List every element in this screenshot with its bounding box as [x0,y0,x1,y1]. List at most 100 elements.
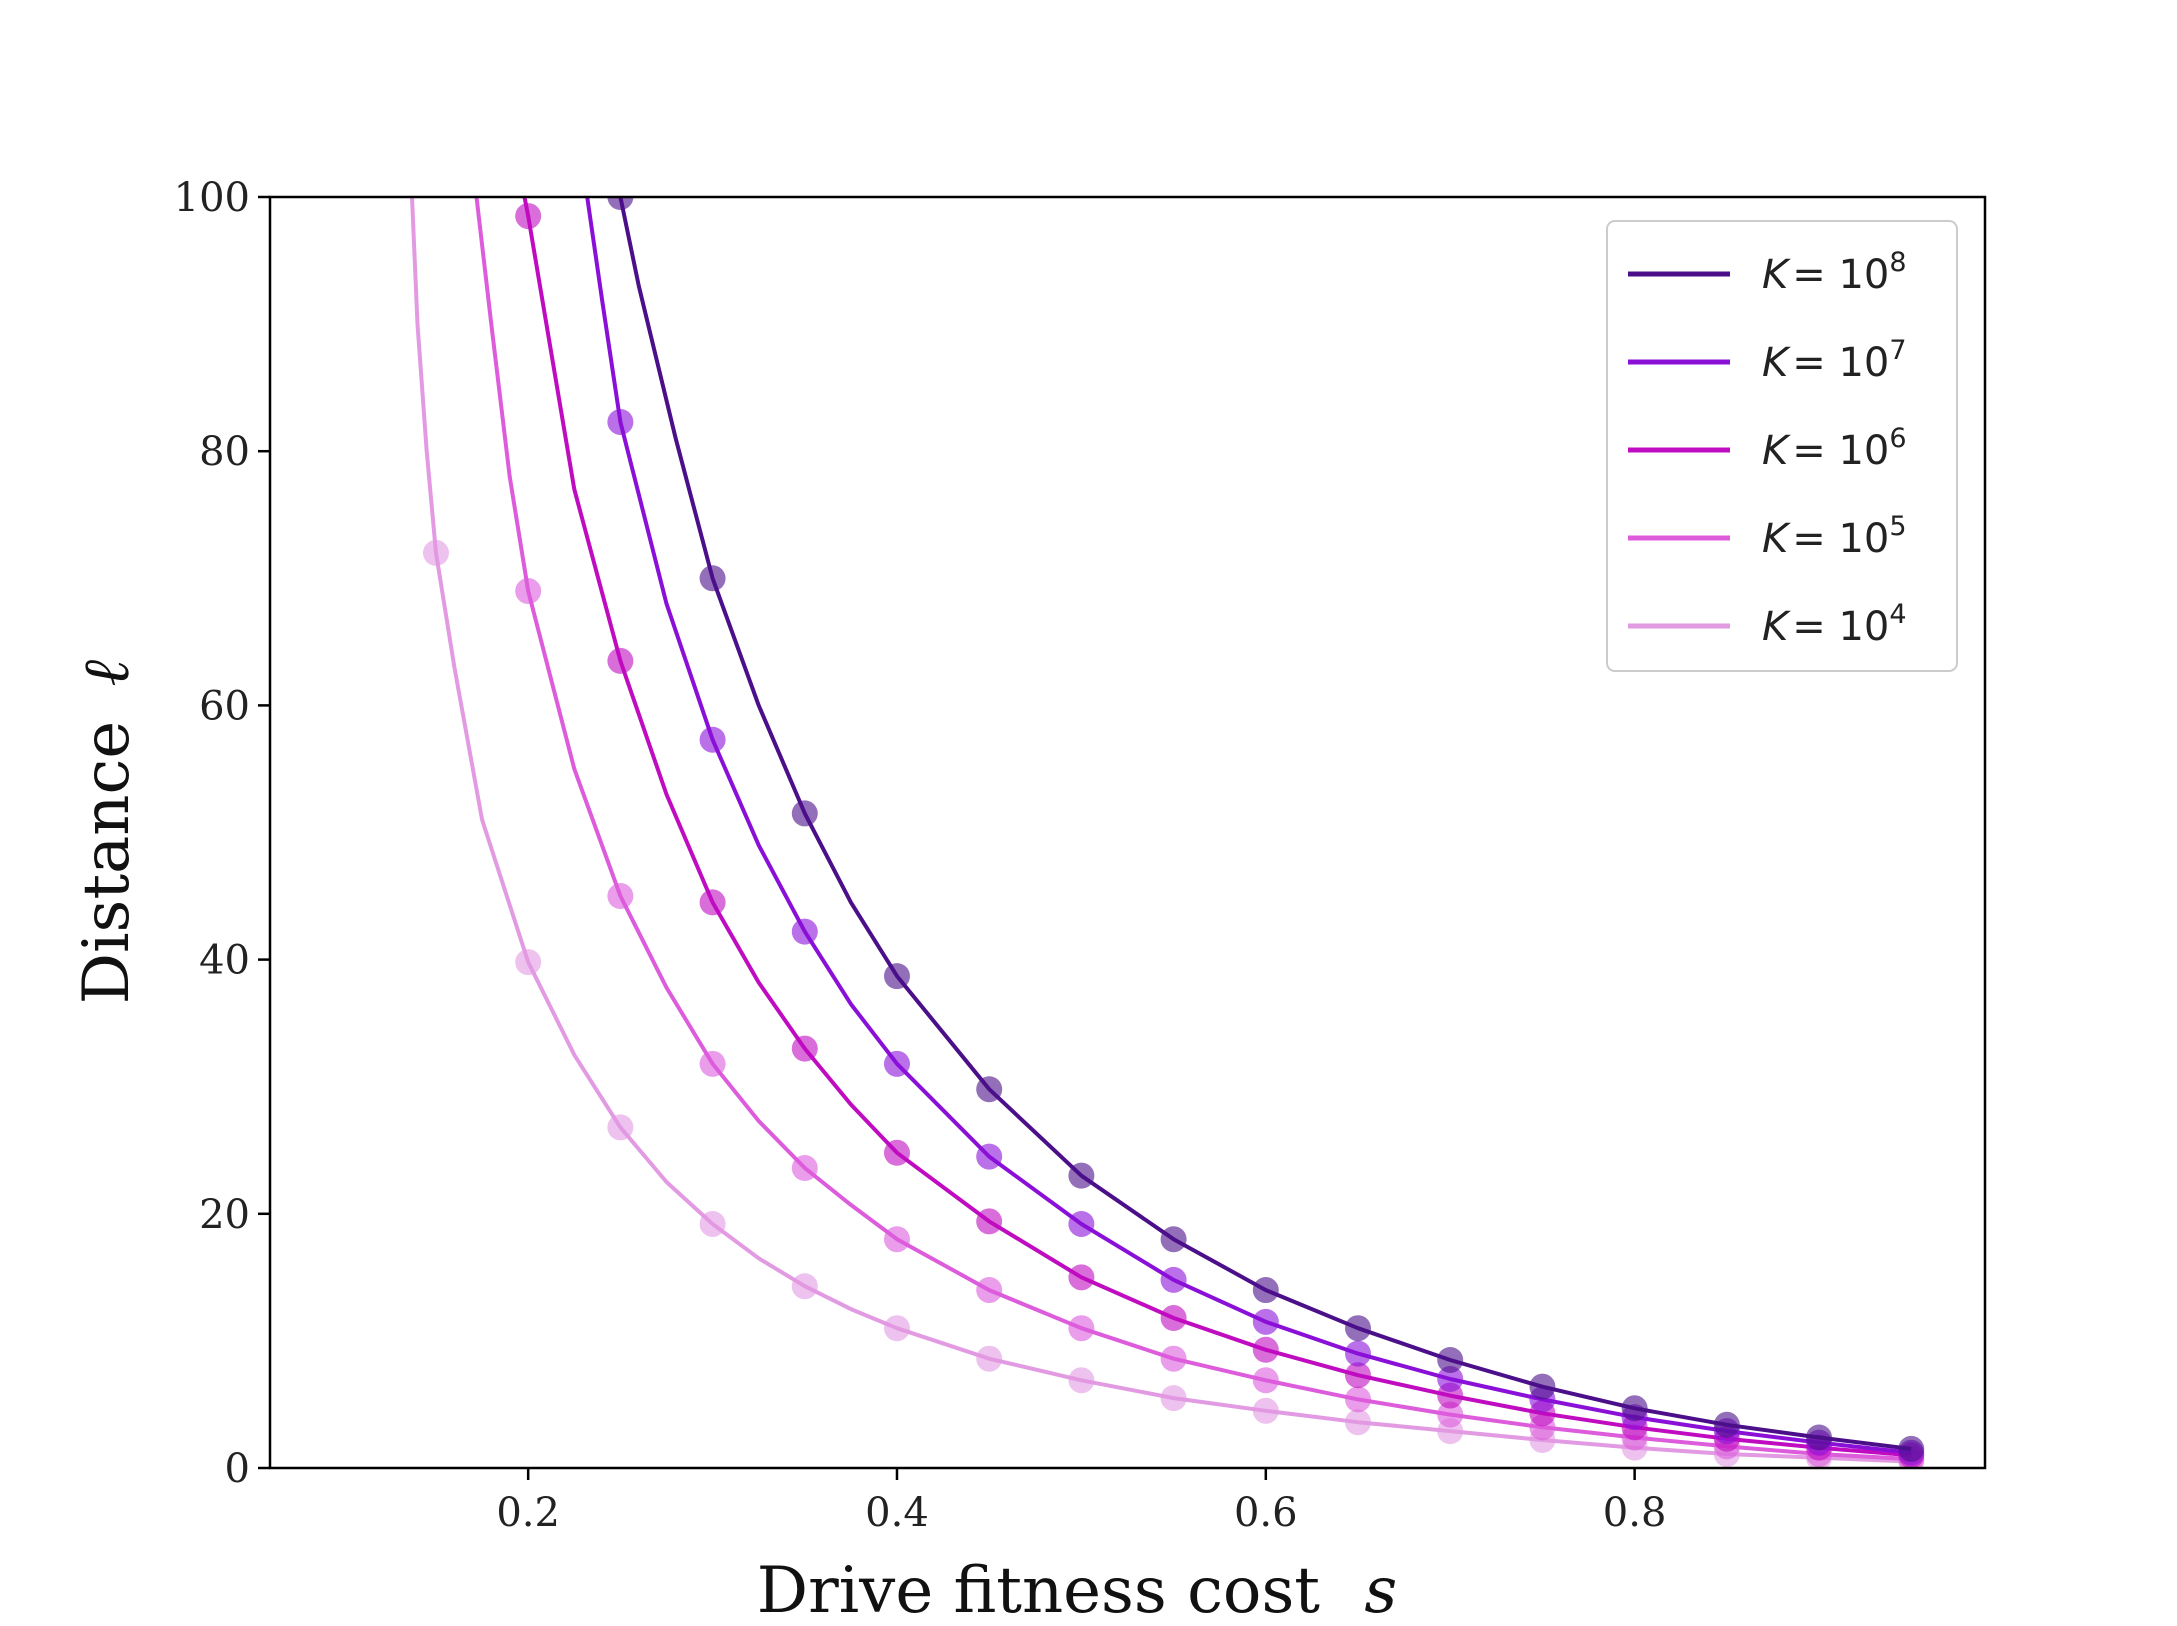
legend-item: K = 108 [1628,247,1907,298]
data-point [1437,1401,1464,1428]
legend-equation: = 10 [1792,516,1889,562]
x-axis-title: Drive fitness cost s [757,1554,1397,1626]
legend-exponent: 8 [1889,247,1906,278]
legend-equation: = 10 [1792,428,1889,474]
data-point [1437,1346,1464,1373]
legend-box [1606,220,1958,672]
series-k-8 [607,197,1925,1462]
y-axis-title: Distance ℓ [70,659,144,1004]
y-tick-label: 80 [199,429,250,475]
data-point [607,197,634,210]
data-point [1068,1264,1095,1291]
data-point [1252,1336,1279,1363]
data-point [976,1076,1003,1103]
data-point [515,949,542,976]
data-point [791,800,818,827]
legend-equation: = 10 [1792,604,1889,650]
data-point [515,203,542,230]
data-point [607,883,634,910]
data-point [699,565,726,592]
data-point [883,963,910,990]
legend-equation: = 10 [1792,340,1889,386]
legend-label: K = 108 [1762,247,1907,298]
data-point [1160,1385,1187,1412]
data-point [883,1139,910,1166]
data-point [883,1050,910,1077]
data-point [976,1277,1003,1304]
data-point [699,1050,726,1077]
data-point [976,1208,1003,1235]
data-point [1160,1345,1187,1372]
data-point [1068,1367,1095,1394]
y-axis-ticks: 0 20 40 60 80 100 [174,175,270,1492]
data-point [1252,1277,1279,1304]
legend-variable: K [1762,340,1791,386]
legend-exponent: 7 [1889,335,1906,366]
data-point [1160,1226,1187,1253]
legend-label: K = 106 [1762,423,1907,474]
data-point [1068,1162,1095,1189]
x-tick-label: 0.2 [496,1490,560,1536]
data-point [1160,1305,1187,1332]
data-point [1437,1366,1464,1393]
data-point [699,1210,726,1237]
data-point [1068,1210,1095,1237]
legend-label: K = 107 [1762,335,1907,386]
data-point [699,889,726,916]
data-point [1713,1411,1740,1438]
data-point [1345,1362,1372,1389]
legend-exponent: 6 [1889,423,1906,454]
y-axis-variable: ℓ [70,659,144,686]
data-point [883,1315,910,1342]
data-point [976,1143,1003,1170]
x-tick-label: 0.8 [1603,1490,1667,1536]
plot-frame [268,195,1987,1470]
data-point [1252,1367,1279,1394]
y-tick-label: 100 [174,175,250,221]
data-point [1068,1315,1095,1342]
data-point [1345,1315,1372,1342]
data-point [699,726,726,753]
data-point [607,647,634,674]
data-point [1898,1435,1925,1462]
data-point [791,1035,818,1062]
legend-exponent: 5 [1889,511,1906,542]
data-point [1621,1395,1648,1422]
legend-equation: = 10 [1792,252,1889,298]
data-point [1160,1266,1187,1293]
legend-variable: K [1762,516,1791,562]
data-point [607,1114,634,1141]
x-tick-label: 0.6 [1234,1490,1298,1536]
legend-exponent: 4 [1889,599,1906,630]
legend-item: K = 105 [1628,511,1907,562]
x-axis-variable: s [1364,1554,1397,1626]
data-point [1345,1386,1372,1413]
data-point [1529,1373,1556,1400]
legend-variable: K [1762,428,1791,474]
y-tick-label: 0 [225,1446,250,1492]
legend-item: K = 107 [1628,335,1907,386]
data-point [1252,1397,1279,1424]
data-point [607,408,634,435]
data-point [791,918,818,945]
legend-item: K = 104 [1628,599,1907,650]
y-tick-label: 20 [199,1192,250,1238]
series-line [410,197,1912,1464]
legend-variable: K [1762,604,1791,650]
data-point [1345,1409,1372,1436]
x-axis-label: Drive fitness cost [757,1554,1321,1626]
series-line [585,197,1912,1455]
legend-label: K = 105 [1762,511,1907,562]
legend-item: K = 106 [1628,423,1907,474]
data-point [976,1345,1003,1372]
data-point [791,1155,818,1182]
data-point [791,1273,818,1300]
data-point [1252,1308,1279,1335]
data-point [883,1226,910,1253]
data-point [1806,1424,1833,1451]
y-tick-label: 60 [199,683,250,729]
y-axis-label: Distance [70,721,144,1004]
series-layer [410,197,1925,1468]
